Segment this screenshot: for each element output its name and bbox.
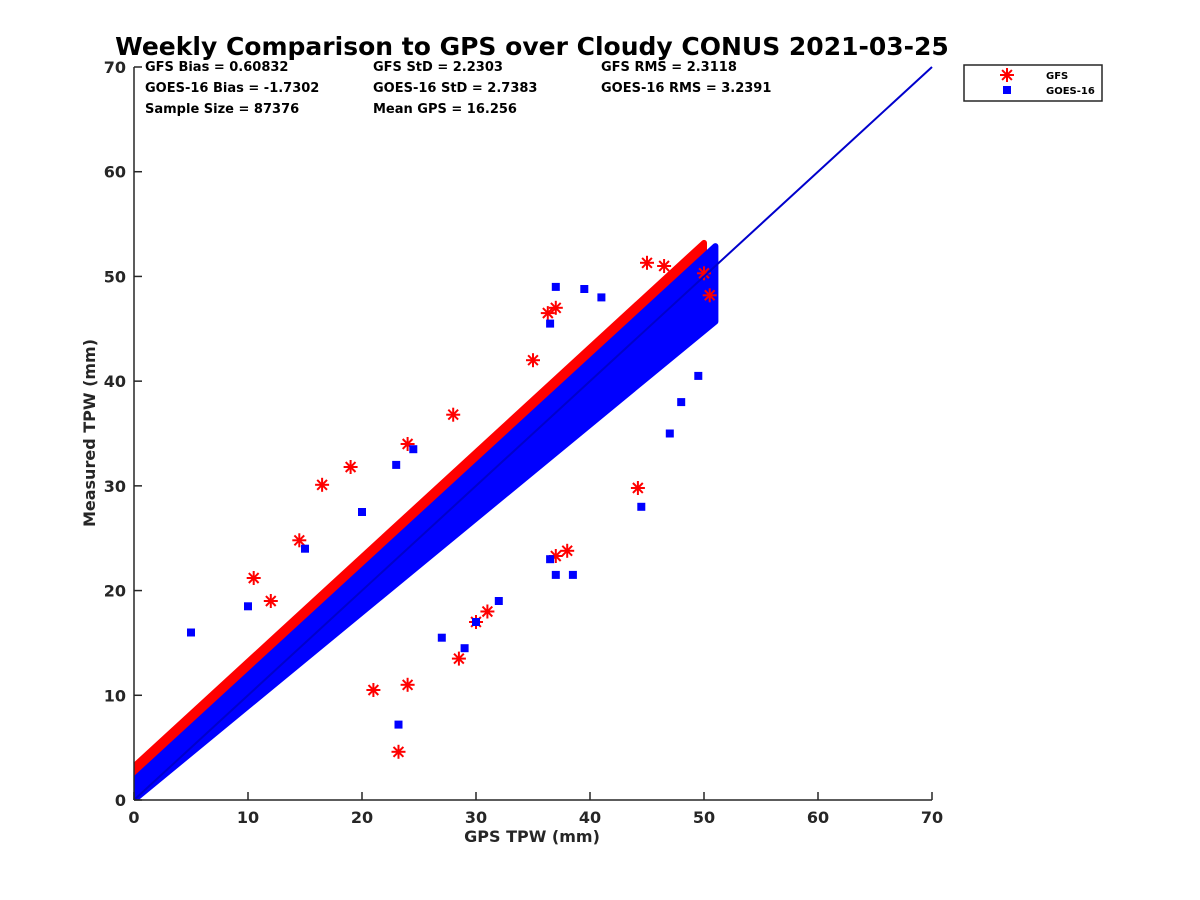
gfs-point — [657, 259, 672, 273]
goes16-point — [551, 282, 560, 291]
x-tick-label: 0 — [128, 808, 139, 827]
gfs-point — [246, 571, 261, 585]
goes16-point — [665, 429, 674, 438]
goes16-point — [437, 633, 446, 642]
gfs-point — [343, 460, 358, 474]
goes16-point — [568, 570, 577, 579]
goes16-series — [187, 282, 703, 729]
gfs-point — [548, 300, 563, 315]
y-tick-label: 70 — [104, 58, 126, 77]
legend-gfs-label: GFS — [1046, 71, 1068, 82]
goes16-point — [244, 602, 252, 611]
gfs-rms: GFS RMS = 2.3118 — [601, 60, 737, 75]
mean-gps: Mean GPS = 16.256 — [373, 102, 517, 117]
y-tick-label: 50 — [104, 267, 126, 286]
gfs-point — [480, 604, 495, 619]
x-tick-label: 10 — [237, 808, 259, 827]
goes16-point — [694, 371, 703, 380]
goes16-rms: GOES-16 RMS = 3.2391 — [601, 81, 771, 96]
legend-goes16-label: GOES-16 — [1046, 86, 1095, 97]
gfs-series — [246, 255, 717, 759]
x-tick-label: 60 — [807, 808, 829, 827]
goes16-point — [546, 555, 555, 564]
goes16-point — [637, 502, 646, 511]
x-tick-label: 30 — [465, 808, 487, 827]
gfs-point — [366, 683, 381, 697]
y-tick-label: 10 — [104, 686, 126, 705]
stats-annotations: GFS Bias = 0.60832 GFS StD = 2.2303 GFS … — [145, 60, 771, 117]
gfs-point — [400, 677, 415, 692]
y-tick-label: 20 — [104, 582, 126, 601]
goes16-point — [301, 544, 309, 553]
density-bands — [134, 239, 719, 800]
gfs-point — [560, 543, 575, 558]
goes16-point — [643, 366, 651, 375]
goes16-point — [392, 460, 401, 469]
gfs-point — [315, 477, 330, 492]
goes16-point — [472, 618, 480, 626]
goes16-point — [494, 597, 503, 605]
x-axis-label: GPS TPW (mm) — [464, 827, 600, 846]
chart-title: Weekly Comparison to GPS over Cloudy CON… — [115, 32, 949, 61]
goes16-std: GOES-16 StD = 2.7383 — [373, 81, 537, 96]
x-ticks: 0 10 20 30 40 50 60 70 — [128, 792, 943, 827]
x-tick-label: 20 — [351, 808, 373, 827]
gfs-point — [640, 255, 654, 270]
goes16-point — [551, 570, 560, 579]
goes16-point — [597, 293, 606, 302]
goes16-point — [358, 508, 366, 516]
gfs-bias: GFS Bias = 0.60832 — [145, 60, 288, 75]
gfs-point — [391, 744, 406, 759]
x-tick-label: 40 — [579, 808, 601, 827]
goes16-bias: GOES-16 Bias = -1.7302 — [145, 81, 319, 96]
gfs-point — [540, 306, 555, 321]
gfs-point — [630, 481, 645, 495]
x-tick-label: 50 — [693, 808, 715, 827]
gfs-point — [702, 288, 717, 303]
goes16-point — [460, 644, 469, 653]
legend-gfs-marker — [1000, 68, 1014, 82]
y-tick-label: 40 — [104, 372, 126, 391]
x-tick-label: 70 — [921, 808, 943, 827]
y-ticks: 0 10 20 30 40 50 60 70 — [104, 58, 142, 810]
y-axis-label: Measured TPW (mm) — [80, 339, 99, 527]
goes16-point — [394, 720, 403, 729]
reference-line — [133, 66, 933, 801]
gfs-point — [292, 533, 307, 548]
goes16-point — [409, 445, 418, 454]
goes16-point — [677, 398, 686, 407]
y-tick-label: 30 — [104, 477, 126, 496]
goes16-point — [546, 319, 555, 328]
legend-box — [963, 64, 1103, 102]
goes16-density-band — [134, 243, 719, 800]
gfs-point — [446, 407, 461, 422]
gfs-std: GFS StD = 2.2303 — [373, 60, 503, 75]
sample-size: Sample Size = 87376 — [145, 102, 299, 117]
legend-goes16-marker — [1003, 86, 1011, 94]
goes16-point — [580, 285, 589, 293]
legend: GFS GOES-16 — [963, 64, 1103, 102]
goes16-point — [187, 628, 195, 637]
y-tick-label: 0 — [115, 791, 126, 810]
gfs-point — [697, 266, 711, 281]
y-tick-label: 60 — [104, 163, 126, 182]
legend-gfs-asterisk — [1000, 68, 1014, 82]
gfs-point — [451, 651, 466, 666]
axes — [133, 67, 932, 801]
one-to-one-line — [133, 66, 933, 801]
gfs-point — [526, 353, 540, 368]
gfs-point — [263, 594, 278, 608]
